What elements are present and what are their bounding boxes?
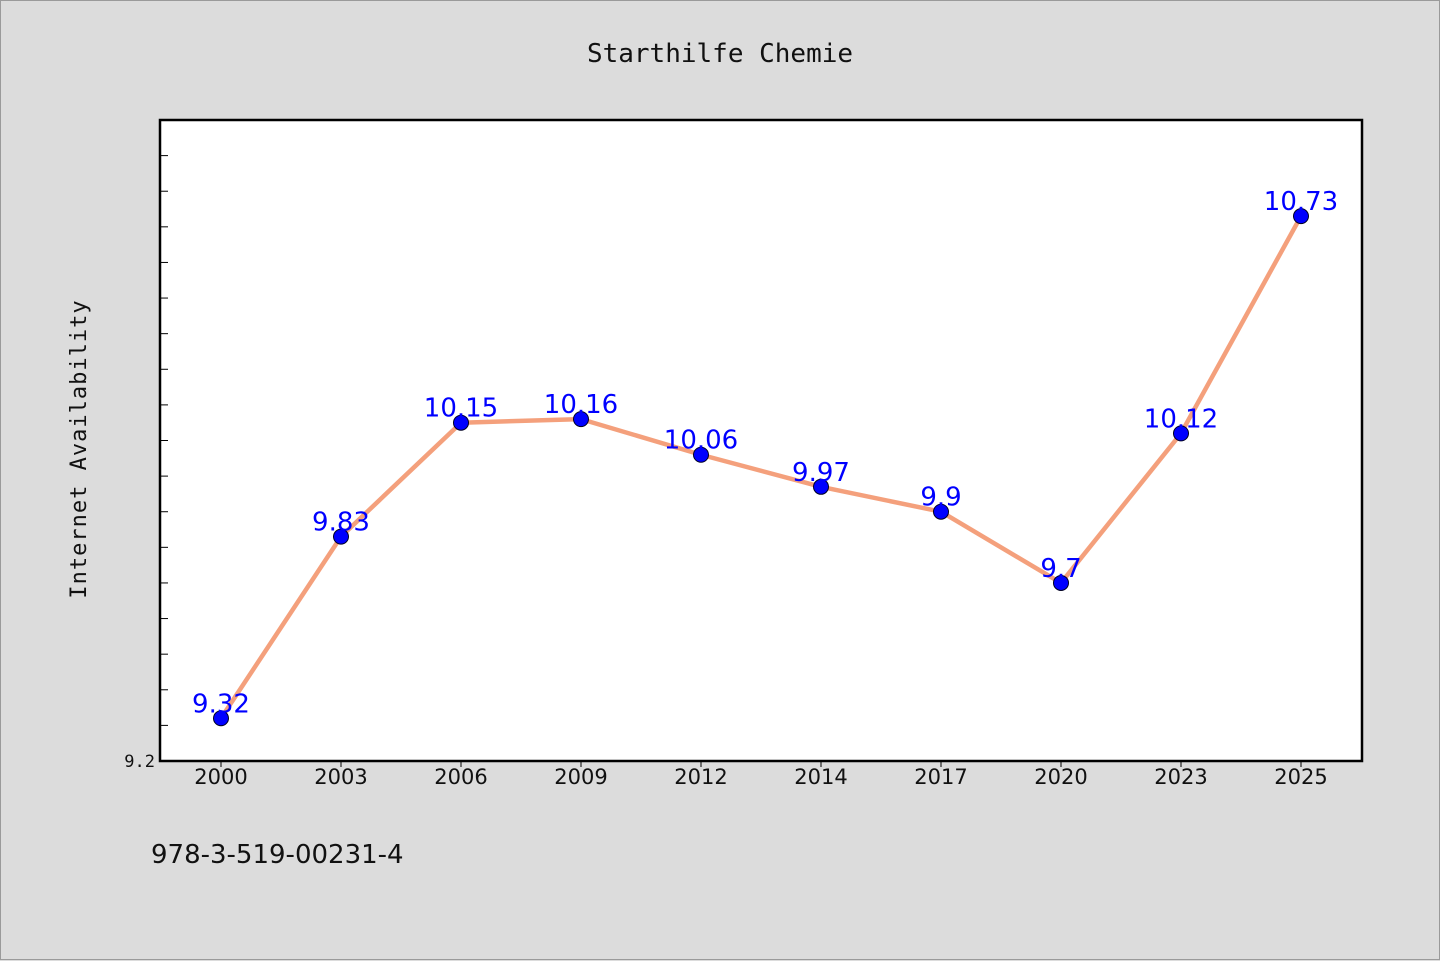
x-tick-label: 2009 (554, 765, 607, 789)
data-label: 10.16 (544, 390, 618, 420)
x-tick-label: 2017 (914, 765, 967, 789)
data-point (333, 528, 349, 545)
data-point (1053, 574, 1069, 591)
data-point (1293, 208, 1309, 225)
isbn-footer: 978-3-519-00231-4 (151, 840, 404, 870)
data-point (1173, 425, 1189, 442)
x-tick-label: 2020 (1034, 765, 1087, 789)
data-label: 10.12 (1144, 404, 1218, 434)
series-group (213, 208, 1309, 727)
x-tick-label: 2012 (674, 765, 727, 789)
plot-area (158, 118, 1364, 763)
data-point (573, 411, 589, 428)
data-label: 10.06 (664, 426, 738, 456)
series-line (218, 213, 1304, 721)
data-label: 10.15 (424, 394, 498, 424)
data-label: 9.97 (792, 458, 850, 488)
chart-title: Starthilfe Chemie (587, 39, 853, 69)
x-axis-ticks: 2000 2003 2006 2009 2012 2014 2017 2020 2023 2025 (194, 761, 1328, 789)
y-axis-label: Internet Availability (67, 299, 92, 598)
data-label: 9.83 (312, 508, 370, 538)
x-tick-label: 2014 (794, 765, 847, 789)
y-tick-label: 9.2 (124, 752, 155, 772)
x-tick-label: 2000 (194, 765, 247, 789)
data-label: 10.73 (1264, 187, 1338, 217)
data-label: 9.9 (920, 483, 961, 513)
y-axis-ticks: 9.2 (124, 155, 168, 772)
x-tick-label: 2003 (314, 765, 367, 789)
x-tick-label: 2023 (1154, 765, 1207, 789)
data-label: 9.32 (192, 689, 250, 719)
x-tick-label: 2025 (1274, 765, 1327, 789)
data-point (453, 414, 469, 431)
data-point (693, 446, 709, 463)
x-tick-label: 2006 (434, 765, 487, 789)
data-point (813, 478, 829, 495)
data-label: 9.7 (1040, 554, 1081, 584)
data-point (933, 503, 949, 520)
data-point (213, 710, 229, 727)
data-labels-group: 9.32 9.83 10.15 10.16 10.06 9.97 9.9 9.7 10.12 10… (192, 187, 1338, 719)
